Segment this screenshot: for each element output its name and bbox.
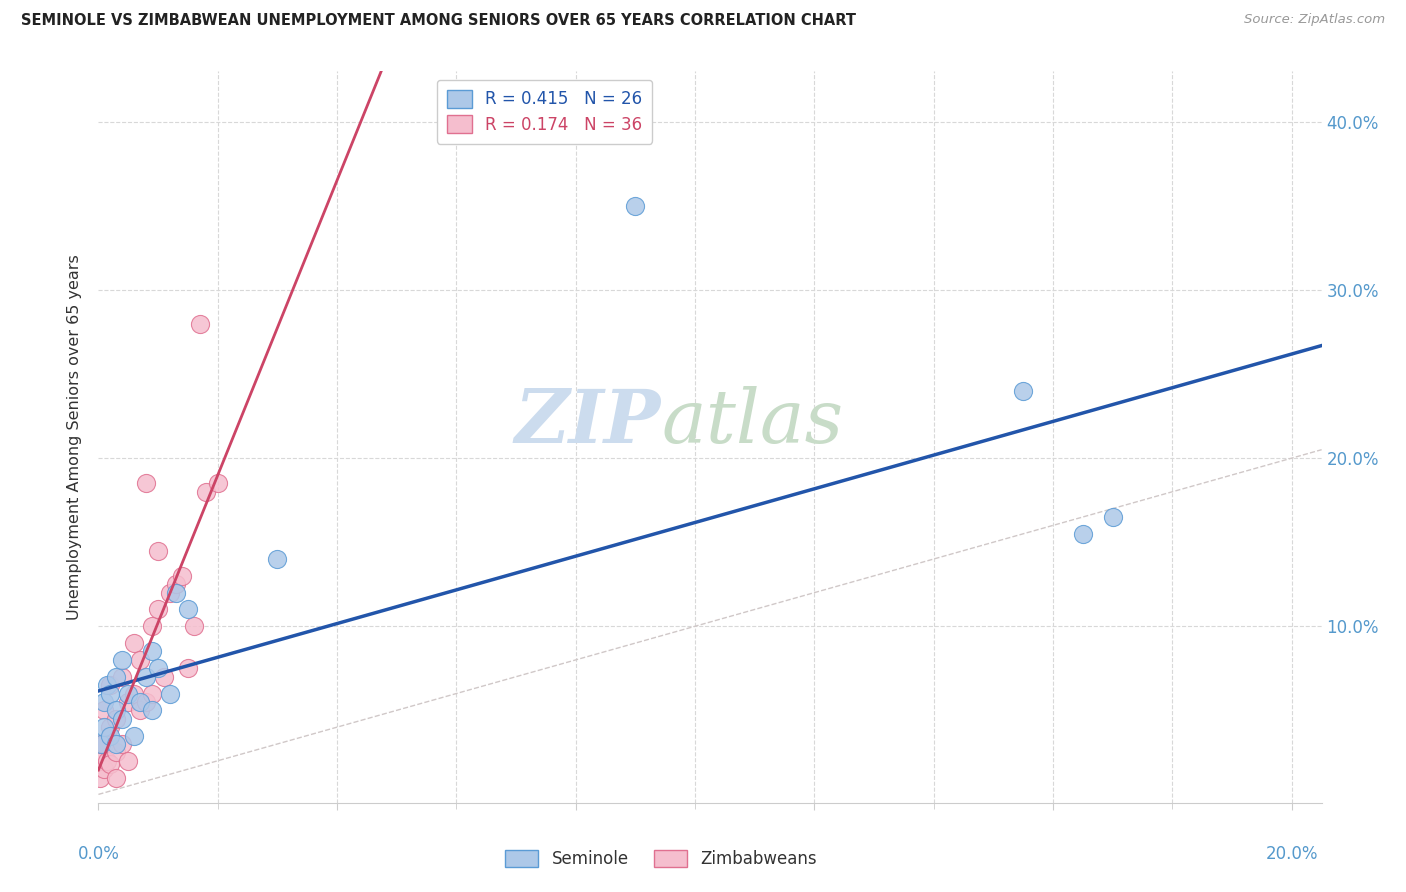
- Point: [1012, 384, 1035, 398]
- Point: [105, 712, 128, 726]
- Point: [159, 585, 181, 599]
- Point: [135, 476, 157, 491]
- Point: [266, 552, 288, 566]
- Point: [177, 661, 200, 675]
- Text: ZIP: ZIP: [515, 386, 661, 458]
- Text: 0.0%: 0.0%: [77, 845, 120, 863]
- Point: [135, 670, 157, 684]
- Point: [93, 703, 115, 717]
- Text: Source: ZipAtlas.com: Source: ZipAtlas.com: [1244, 13, 1385, 27]
- Point: [117, 686, 139, 700]
- Point: [111, 670, 134, 684]
- Point: [93, 762, 115, 776]
- Point: [146, 543, 169, 558]
- Point: [135, 695, 157, 709]
- Point: [105, 771, 128, 785]
- Point: [93, 737, 115, 751]
- Point: [96, 678, 118, 692]
- Point: [129, 703, 152, 717]
- Point: [141, 686, 163, 700]
- Point: [141, 703, 163, 717]
- Point: [624, 199, 647, 213]
- Point: [122, 686, 145, 700]
- Point: [141, 644, 163, 658]
- Text: atlas: atlas: [661, 386, 844, 458]
- Point: [111, 737, 134, 751]
- Point: [105, 737, 128, 751]
- Point: [98, 757, 121, 772]
- Point: [183, 619, 205, 633]
- Point: [207, 476, 229, 491]
- Point: [98, 729, 121, 743]
- Point: [146, 661, 169, 675]
- Legend: Seminole, Zimbabweans: Seminole, Zimbabweans: [498, 844, 824, 875]
- Point: [93, 695, 115, 709]
- Point: [129, 653, 152, 667]
- Point: [111, 653, 134, 667]
- Point: [159, 686, 181, 700]
- Point: [170, 569, 193, 583]
- Point: [117, 695, 139, 709]
- Point: [165, 577, 187, 591]
- Point: [98, 720, 121, 734]
- Point: [122, 729, 145, 743]
- Text: SEMINOLE VS ZIMBABWEAN UNEMPLOYMENT AMONG SENIORS OVER 65 YEARS CORRELATION CHAR: SEMINOLE VS ZIMBABWEAN UNEMPLOYMENT AMON…: [21, 13, 856, 29]
- Point: [98, 686, 121, 700]
- Point: [129, 695, 152, 709]
- Point: [122, 636, 145, 650]
- Point: [90, 737, 112, 751]
- Point: [89, 754, 111, 768]
- Point: [90, 737, 112, 751]
- Point: [89, 771, 111, 785]
- Point: [93, 720, 115, 734]
- Point: [98, 678, 121, 692]
- Point: [1071, 526, 1094, 541]
- Point: [153, 670, 176, 684]
- Text: 20.0%: 20.0%: [1265, 845, 1317, 863]
- Point: [194, 484, 217, 499]
- Point: [105, 745, 128, 759]
- Point: [141, 619, 163, 633]
- Point: [146, 602, 169, 616]
- Point: [117, 754, 139, 768]
- Point: [165, 585, 187, 599]
- Point: [188, 317, 211, 331]
- Y-axis label: Unemployment Among Seniors over 65 years: Unemployment Among Seniors over 65 years: [67, 254, 83, 620]
- Point: [177, 602, 200, 616]
- Point: [96, 754, 118, 768]
- Point: [111, 712, 134, 726]
- Point: [1101, 510, 1123, 524]
- Point: [105, 703, 128, 717]
- Point: [105, 670, 128, 684]
